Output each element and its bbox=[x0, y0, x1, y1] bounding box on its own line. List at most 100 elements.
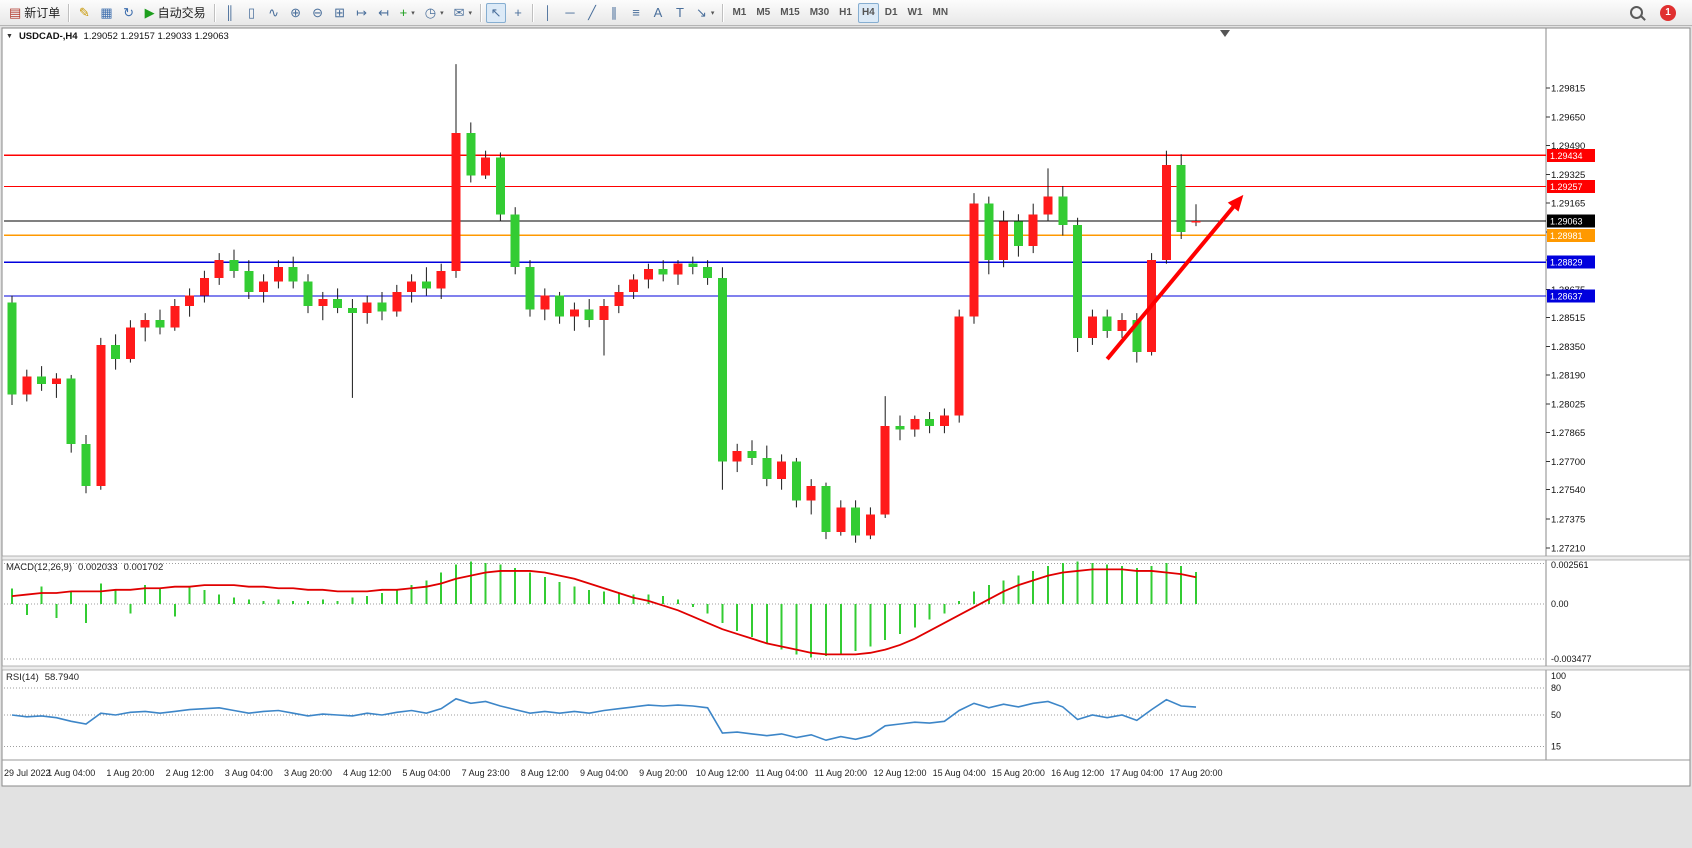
timeframe-d1-button-label: D1 bbox=[884, 7, 898, 18]
candle bbox=[999, 210, 1009, 268]
date-label: 17 Aug 04:00 bbox=[1110, 768, 1163, 778]
timeframe-w1-button[interactable]: W1 bbox=[904, 3, 927, 23]
text-label-icon: T bbox=[676, 5, 684, 20]
price-tick-label: 1.27210 bbox=[1551, 543, 1585, 554]
trend-arrow[interactable] bbox=[1105, 194, 1244, 361]
line-chart-button[interactable]: ∿ bbox=[264, 3, 284, 23]
timeframe-m30-button[interactable]: M30 bbox=[806, 3, 833, 23]
timeframe-mn-button[interactable]: MN bbox=[929, 3, 953, 23]
candle bbox=[703, 260, 713, 285]
price-tag-1.28829: 1.28829 bbox=[1547, 255, 1595, 269]
candle bbox=[495, 152, 505, 222]
candle bbox=[806, 479, 816, 515]
candle bbox=[96, 337, 106, 490]
templates-icon: ✉ bbox=[453, 5, 465, 20]
cursor-button[interactable]: ↖ bbox=[486, 2, 507, 23]
toolbar-separator bbox=[480, 3, 483, 22]
metaeditor-button[interactable]: ✎ bbox=[74, 3, 94, 23]
arrows-icon: ↘ bbox=[696, 5, 707, 20]
price-tag-1.28981: 1.28981 bbox=[1547, 228, 1595, 242]
chart-shift-button[interactable]: ↤ bbox=[374, 3, 394, 23]
candle bbox=[1087, 309, 1097, 345]
macd-axis-label: 0.002561 bbox=[1551, 560, 1589, 570]
candle bbox=[273, 260, 283, 289]
rsi-indicator-name: RSI(14) bbox=[6, 672, 39, 683]
line-chart-icon: ∿ bbox=[268, 5, 280, 20]
svg-text:1.29257: 1.29257 bbox=[1550, 182, 1583, 192]
fibonacci-icon: ≡ bbox=[632, 5, 640, 20]
trendline-icon: ╱ bbox=[588, 5, 596, 20]
search-icon bbox=[1630, 6, 1643, 19]
vertical-line-button[interactable]: │ bbox=[538, 3, 558, 23]
auto-trading-button[interactable]: ▶ 自动交易 bbox=[141, 3, 210, 23]
fibonacci-button[interactable]: ≡ bbox=[626, 3, 646, 23]
new-order-button[interactable]: ▤ 新订单 bbox=[5, 3, 64, 23]
candle bbox=[244, 260, 254, 300]
zoom-in-button[interactable]: ⊕ bbox=[286, 3, 306, 23]
candle bbox=[22, 369, 32, 402]
text-label-button[interactable]: T bbox=[670, 3, 690, 23]
auto-trading-button-label: 自动交易 bbox=[157, 6, 206, 20]
zoom-out-button[interactable]: ⊖ bbox=[308, 3, 328, 23]
candle bbox=[347, 299, 357, 398]
market-watch-button[interactable]: ▦ bbox=[96, 3, 116, 23]
one-click-trading-toggle[interactable]: ▼ bbox=[6, 33, 13, 40]
indicators-button[interactable]: + ▾ bbox=[396, 3, 419, 23]
candle bbox=[865, 507, 875, 540]
timeframe-h4-button[interactable]: H4 bbox=[857, 2, 879, 23]
templates-button[interactable]: ✉ ▾ bbox=[450, 3, 476, 23]
refresh-button[interactable]: ↻ bbox=[119, 3, 139, 23]
macd-signal-line bbox=[11, 568, 1197, 656]
timeframe-d1-button[interactable]: D1 bbox=[881, 3, 902, 23]
equidistant-channel-button[interactable]: ∥ bbox=[604, 3, 624, 23]
text-icon: A bbox=[653, 5, 663, 20]
svg-text:1.28981: 1.28981 bbox=[1550, 231, 1583, 241]
toolbar: ▤ 新订单 ✎ ▦ ↻ ▶ 自动交易 ║ ▯ ∿ ⊕ ⊖ ⊞ ↦ ↤ + ▾ ◷ ▾ ✉ ▾ ↖ + │ ─ ╱ ∥ ≡ A T ↘ ▾ M1 M… bbox=[0, 0, 1692, 26]
symbol-search-button[interactable] bbox=[1626, 3, 1647, 23]
rsi-pane: 100 80 50 15 bbox=[4, 671, 1566, 752]
date-label: 1 Aug 04:00 bbox=[47, 768, 95, 778]
candle bbox=[1013, 214, 1023, 257]
candle bbox=[910, 415, 920, 437]
dropdown-caret-icon: ▾ bbox=[440, 9, 444, 17]
periods-button[interactable]: ◷ ▾ bbox=[421, 3, 448, 23]
timeframe-m1-button[interactable]: M1 bbox=[728, 3, 750, 23]
text-button[interactable]: A bbox=[648, 3, 668, 23]
price-tick-label: 1.29815 bbox=[1551, 84, 1585, 95]
candle bbox=[66, 374, 76, 453]
candlestick-chart-button[interactable]: ▯ bbox=[242, 3, 262, 23]
rsi-axis-label: 100 bbox=[1551, 671, 1566, 681]
notifications-badge[interactable]: 1 bbox=[1660, 4, 1676, 21]
timeframe-h1-button[interactable]: H1 bbox=[835, 3, 856, 23]
timeframe-mn-button-label: MN bbox=[932, 7, 949, 18]
candle bbox=[1073, 217, 1083, 352]
arrows-button[interactable]: ↘ ▾ bbox=[692, 3, 718, 23]
chart-shift-marker[interactable] bbox=[1220, 30, 1230, 37]
timeframe-m5-button[interactable]: M5 bbox=[752, 3, 774, 23]
tile-windows-button[interactable]: ⊞ bbox=[330, 3, 350, 23]
candle bbox=[155, 309, 165, 335]
auto-scroll-button[interactable]: ↦ bbox=[352, 3, 372, 23]
price-tick-label: 1.29490 bbox=[1551, 141, 1585, 152]
crosshair-button[interactable]: + bbox=[508, 3, 528, 23]
bar-chart-button[interactable]: ║ bbox=[220, 3, 240, 23]
candle bbox=[392, 284, 402, 317]
pane-separator[interactable] bbox=[1, 555, 1691, 561]
candle bbox=[969, 193, 979, 324]
dropdown-caret-icon: ▾ bbox=[411, 9, 415, 17]
candle bbox=[125, 320, 135, 363]
rsi-axis-label: 50 bbox=[1551, 710, 1561, 720]
horizontal-line-button[interactable]: ─ bbox=[560, 3, 580, 23]
candle bbox=[481, 150, 491, 179]
date-label: 10 Aug 12:00 bbox=[696, 768, 749, 778]
trendline-button[interactable]: ╱ bbox=[582, 3, 602, 23]
timeframe-m15-button[interactable]: M15 bbox=[776, 3, 803, 23]
pane-separator[interactable] bbox=[1, 665, 1691, 671]
price-tick-label: 1.29325 bbox=[1551, 170, 1585, 181]
macd-histogram bbox=[11, 561, 1197, 658]
candle bbox=[762, 445, 772, 487]
toolbar-separator bbox=[213, 3, 216, 22]
horizontal-lines[interactable] bbox=[4, 154, 1546, 297]
